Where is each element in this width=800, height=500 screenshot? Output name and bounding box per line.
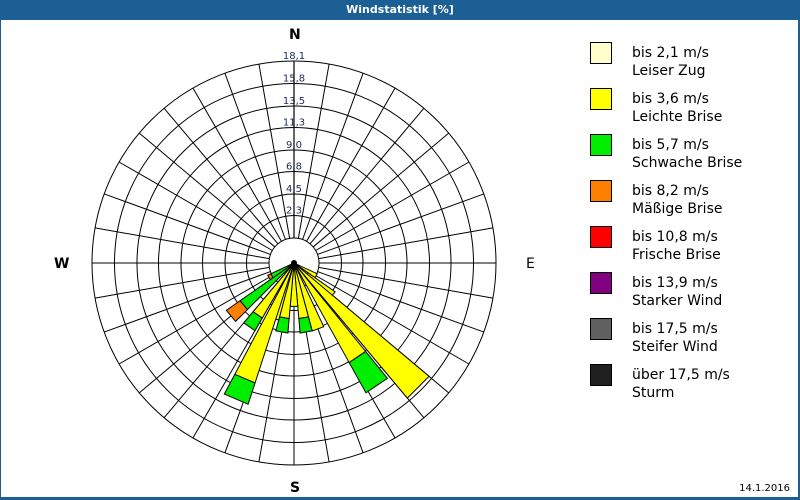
wind-wedge: [348, 350, 389, 394]
legend-swatch: [590, 226, 612, 248]
legend-label: Steifer Wind: [632, 339, 718, 355]
wind-wedge: [225, 300, 249, 323]
legend-range: über 17,5 m/s: [632, 367, 730, 383]
legend-label: Leichte Brise: [632, 109, 723, 125]
legend-range: bis 13,9 m/s: [632, 275, 718, 291]
legend-label: Leiser Zug: [632, 63, 706, 79]
wind-wedge: [293, 262, 430, 399]
legend-range: bis 5,7 m/s: [632, 137, 709, 153]
wind-wedge: [298, 316, 313, 334]
wind-wedge: [223, 373, 256, 405]
legend-label: Frische Brise: [632, 247, 721, 263]
chart-panel: [1, 20, 798, 497]
legend-label: Sturm: [632, 385, 675, 401]
legend-swatch: [590, 134, 612, 156]
legend-swatch: [590, 42, 612, 64]
legend-swatch: [590, 88, 612, 110]
legend-label: Mäßige Brise: [632, 201, 723, 217]
wind-wedge: [266, 273, 274, 281]
legend-range: bis 3,6 m/s: [632, 91, 709, 107]
legend-range: bis 17,5 m/s: [632, 321, 718, 337]
legend-swatch: [590, 180, 612, 202]
date-label: 14.1.2016: [739, 483, 790, 494]
svg-text:18,1: 18,1: [283, 51, 305, 62]
legend-range: bis 2,1 m/s: [632, 45, 709, 61]
wind-wedge: [243, 311, 263, 332]
compass-east: E: [526, 256, 535, 272]
legend-swatch: [590, 318, 612, 340]
wind-wedge: [275, 316, 290, 334]
legend-swatch: [590, 272, 612, 294]
window-title: Windstatistik [%]: [0, 0, 800, 20]
legend-range: bis 8,2 m/s: [632, 183, 709, 199]
legend-range: bis 10,8 m/s: [632, 229, 718, 245]
compass-north: N: [289, 27, 301, 43]
legend-label: Schwache Brise: [632, 155, 743, 171]
legend-swatch: [590, 364, 612, 386]
legend-label: Starker Wind: [632, 293, 723, 309]
compass-west: W: [54, 256, 70, 272]
compass-south: S: [290, 480, 301, 496]
